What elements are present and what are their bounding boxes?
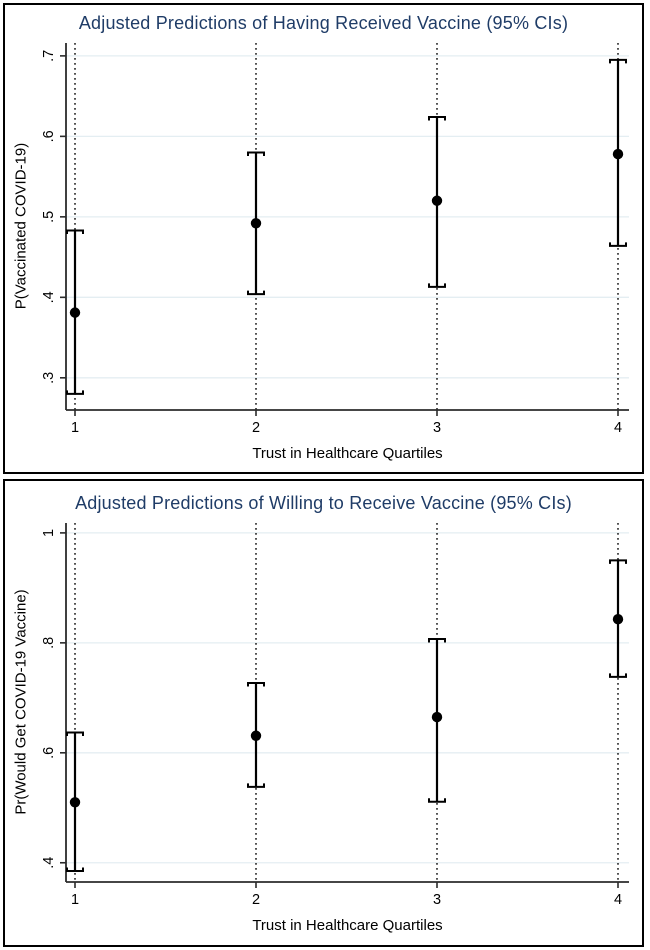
- ci-upper-cap: [66, 229, 84, 235]
- y-tick-label: .6: [41, 130, 57, 142]
- ci-lower-cap: [247, 290, 265, 296]
- ci-lower-cap: [66, 867, 84, 873]
- chart-title: Adjusted Predictions of Having Received …: [78, 13, 569, 33]
- ci-lower-cap: [428, 283, 446, 288]
- ci-upper-cap: [428, 638, 446, 643]
- panel-received-vaccine: Adjusted Predictions of Having Received …: [3, 3, 644, 474]
- point-estimate-marker: [612, 614, 624, 625]
- x-tick-label: 1: [71, 892, 79, 908]
- point-estimate-marker: [69, 797, 81, 808]
- ci-upper-cap: [609, 559, 627, 564]
- x-axis-title: Trust in Healthcare Quartiles: [252, 445, 443, 462]
- y-tick-label: .3: [41, 372, 57, 384]
- plot-area: .3 .4 .5 .6 .7 1 2 3 4: [41, 43, 629, 436]
- point-estimate-marker: [431, 195, 443, 206]
- point-estimate-marker: [250, 218, 262, 229]
- y-tick-label: .8: [41, 637, 57, 649]
- y-tick-label: .4: [41, 857, 57, 869]
- x-axis-title: Trust in Healthcare Quartiles: [252, 917, 443, 934]
- x-tick-label: 3: [433, 892, 441, 908]
- y-tick-label: .6: [41, 747, 57, 759]
- point-estimate-marker: [431, 711, 443, 723]
- ci-upper-cap: [247, 151, 265, 156]
- x-tick-label: 3: [433, 420, 441, 436]
- panel-willing-vaccine: Adjusted Predictions of Willing to Recei…: [3, 479, 644, 947]
- y-tick-label: 1: [41, 529, 57, 537]
- ci-lower-cap: [66, 390, 84, 395]
- x-tick-label: 2: [252, 420, 260, 436]
- x-tick-label: 2: [252, 892, 260, 908]
- plot-area: .4 .6 .8 1 1 2 3 4: [41, 523, 629, 908]
- ci-lower-cap: [609, 242, 627, 247]
- point-estimate-marker: [69, 307, 81, 318]
- x-tick-label: 4: [614, 420, 622, 436]
- point-estimate-marker: [612, 148, 624, 160]
- y-tick-label: .5: [41, 211, 57, 223]
- ci-lower-cap: [247, 783, 265, 788]
- y-tick-label: .4: [41, 291, 57, 303]
- y-tick-label: .7: [41, 50, 57, 62]
- ci-lower-cap: [428, 798, 446, 803]
- x-tick-label: 1: [71, 420, 79, 436]
- ci-upper-cap: [247, 681, 265, 687]
- chart-title: Adjusted Predictions of Willing to Recei…: [75, 493, 572, 513]
- ci-upper-cap: [66, 731, 84, 736]
- x-tick-label: 4: [614, 892, 622, 908]
- ci-lower-cap: [609, 673, 627, 678]
- ci-upper-cap: [428, 116, 446, 121]
- point-estimate-marker: [250, 730, 262, 741]
- ci-upper-cap: [609, 58, 627, 64]
